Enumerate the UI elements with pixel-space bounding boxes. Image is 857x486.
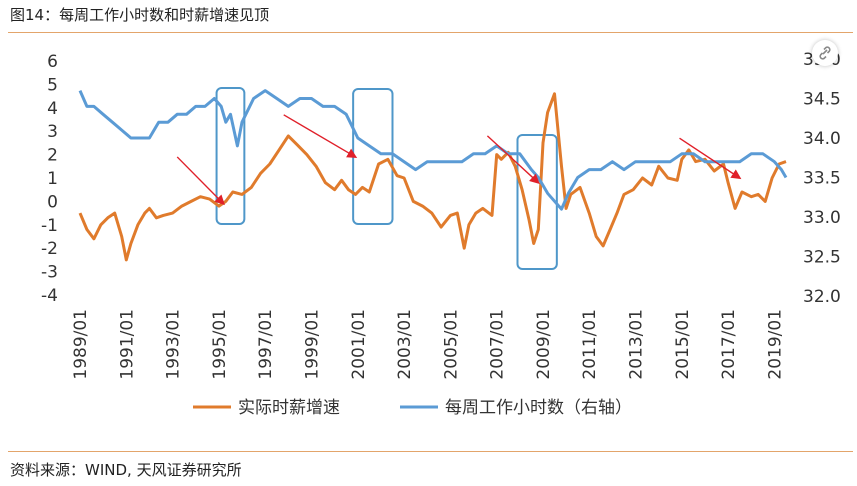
left-axis-tick-label: 0 — [47, 192, 58, 212]
top-divider — [8, 32, 853, 33]
series-line-weekly-hours — [78, 89, 788, 211]
left-axis-tick-label: 2 — [47, 146, 58, 166]
left-axis-tick-label: 4 — [47, 99, 58, 119]
left-axis-tick-label: -4 — [41, 286, 58, 306]
annotation-arrow — [176, 156, 225, 206]
right-axis-tick-label: 32.0 — [803, 287, 841, 307]
x-axis-tick-label: 2019/01 — [765, 309, 785, 380]
x-axis-tick-label: 2013/01 — [627, 309, 647, 380]
x-axis-tick-label: 1991/01 — [117, 309, 137, 380]
x-axis-tick-label: 1989/01 — [71, 309, 91, 380]
right-axis-tick-label: 34.5 — [803, 90, 841, 110]
chain-link-icon — [819, 46, 831, 60]
annotation-arrow — [283, 114, 358, 158]
highlight-box — [352, 88, 394, 225]
series-line-wage-growth — [78, 92, 787, 262]
x-axis-tick-label: 2003/01 — [395, 309, 415, 380]
x-axis-tick-label: 2007/01 — [488, 309, 508, 380]
highlight-box — [215, 87, 246, 225]
left-axis-tick-label: 3 — [47, 122, 58, 142]
right-axis-tick-label: 33.5 — [803, 169, 841, 189]
left-axis-tick-label: -3 — [41, 263, 58, 283]
left-axis-tick-label: -2 — [41, 239, 58, 259]
left-axis-tick-label: 6 — [47, 52, 58, 72]
x-axis-tick-label: 1993/01 — [164, 309, 184, 380]
x-axis-tick-label: 2011/01 — [580, 309, 600, 380]
x-axis-tick-label: 2017/01 — [719, 309, 739, 380]
annotation-arrow — [486, 135, 540, 185]
right-axis-tick-label: 32.5 — [803, 248, 841, 268]
x-axis-tick-label: 2005/01 — [441, 309, 461, 380]
link-icon[interactable] — [812, 40, 838, 66]
x-axis-tick-label: 2015/01 — [673, 309, 693, 380]
x-axis-tick-label: 1995/01 — [210, 309, 230, 380]
left-axis-tick-label: -1 — [41, 216, 58, 236]
annotation-arrow — [679, 137, 742, 180]
x-axis-tick-label: 2009/01 — [534, 309, 554, 380]
source-note: 资料来源：WIND, 天风证券研究所 — [10, 461, 242, 479]
legend-label: 实际时薪增速 — [238, 398, 340, 418]
highlight-box — [516, 134, 558, 270]
legend-label: 每周工作小时数（右轴） — [445, 398, 632, 418]
left-axis-tick-label: 1 — [47, 169, 58, 189]
right-axis-tick-label: 34.0 — [803, 129, 841, 149]
bottom-divider — [8, 451, 853, 452]
x-axis-tick-label: 1999/01 — [302, 309, 322, 380]
figure-title: 图14：每周工作小时数和时薪增速见顶 — [10, 6, 270, 24]
right-axis-tick-label: 33.0 — [803, 208, 841, 228]
x-axis-tick-label: 1997/01 — [256, 309, 276, 380]
left-axis-tick-label: 5 — [47, 75, 58, 95]
x-axis-tick-label: 2001/01 — [349, 309, 369, 380]
